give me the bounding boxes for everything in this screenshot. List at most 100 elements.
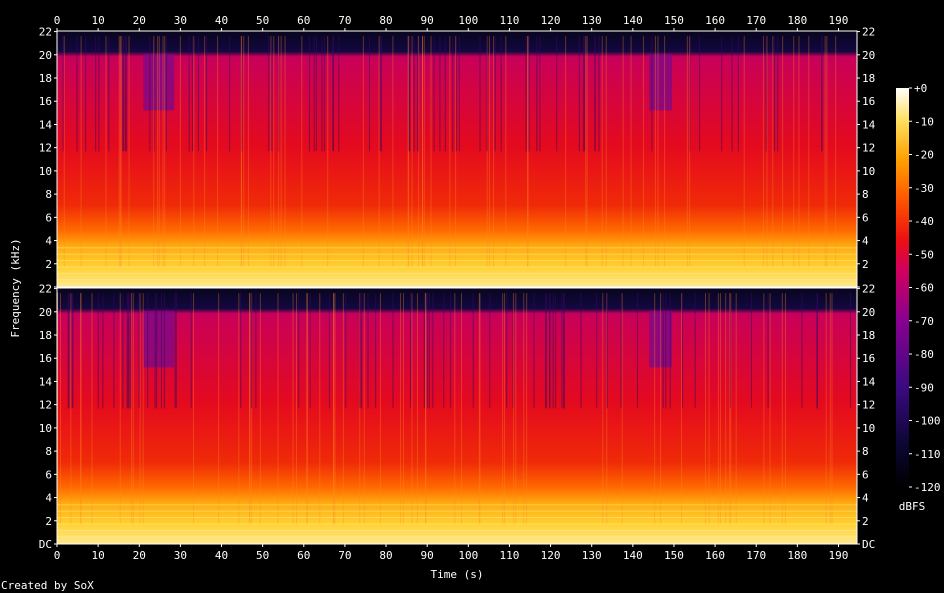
spectral-streak bbox=[602, 293, 604, 524]
spectral-streak bbox=[70, 293, 72, 524]
spectral-streak bbox=[539, 36, 541, 152]
spectral-streak bbox=[131, 293, 133, 524]
spectral-streak bbox=[621, 293, 623, 524]
spectral-streak bbox=[323, 36, 325, 152]
colorbar-tick-label: -30 bbox=[914, 182, 934, 195]
spectral-streak bbox=[175, 293, 177, 409]
x-tick-label: 60 bbox=[297, 14, 310, 27]
colorbar-tick-label: -120 bbox=[914, 481, 941, 494]
spectral-streak bbox=[545, 293, 547, 409]
spectrogram-band bbox=[57, 288, 857, 544]
colorbar-tick-label: -100 bbox=[914, 415, 941, 428]
spectral-streak bbox=[122, 36, 124, 152]
spectral-streak bbox=[71, 293, 73, 409]
x-tick-label: 120 bbox=[541, 14, 561, 27]
x-tick-label: 0 bbox=[54, 14, 61, 27]
spectral-streak bbox=[825, 293, 827, 524]
x-tick-label: 180 bbox=[787, 549, 807, 562]
spectral-streak bbox=[664, 36, 666, 267]
x-tick-label: 100 bbox=[458, 549, 478, 562]
spectral-streak bbox=[158, 36, 160, 267]
spectral-streak bbox=[523, 293, 525, 524]
x-tick-label: 120 bbox=[541, 549, 561, 562]
spectral-streak bbox=[479, 293, 481, 524]
y-tick-label: 6 bbox=[862, 211, 869, 224]
x-tick-label: 160 bbox=[705, 14, 725, 27]
spectral-streak bbox=[149, 36, 151, 152]
spectral-streak bbox=[582, 36, 584, 152]
spectral-streak bbox=[729, 293, 731, 409]
spectral-streak bbox=[657, 36, 659, 267]
y-tick-label: 10 bbox=[862, 422, 875, 435]
spectral-streak bbox=[190, 293, 192, 409]
spectral-streak bbox=[784, 293, 786, 524]
spectral-streak bbox=[126, 293, 128, 409]
spectral-streak bbox=[122, 293, 124, 409]
spectral-streak bbox=[472, 293, 474, 409]
colorbar bbox=[896, 88, 909, 487]
spectral-streak bbox=[737, 36, 739, 152]
spectral-streak bbox=[835, 36, 837, 267]
harmonic-line bbox=[57, 536, 857, 538]
channel-panel bbox=[56, 30, 858, 288]
spectral-streak bbox=[750, 293, 752, 409]
spectral-streak bbox=[808, 36, 810, 267]
spectral-streak bbox=[345, 293, 347, 409]
spectral-streak bbox=[315, 36, 317, 152]
spectral-streak bbox=[247, 36, 249, 267]
spectral-streak bbox=[342, 293, 344, 524]
spectral-streak bbox=[218, 293, 220, 524]
spectral-streak bbox=[662, 293, 664, 409]
spectral-streak bbox=[762, 36, 764, 267]
spectral-streak bbox=[561, 293, 563, 409]
spectral-streak bbox=[563, 293, 565, 409]
spectral-streak bbox=[411, 293, 413, 524]
spectral-streak bbox=[119, 36, 121, 267]
y-tick-label: 6 bbox=[862, 468, 869, 481]
x-tick-label: 10 bbox=[92, 549, 105, 562]
spectral-streak bbox=[179, 36, 181, 267]
spectral-streak bbox=[217, 36, 219, 267]
quiet-segment bbox=[649, 54, 672, 111]
y-tick-label: 12 bbox=[39, 142, 52, 155]
spectral-streak bbox=[408, 36, 410, 267]
spectral-streak bbox=[156, 293, 158, 409]
y-tick-label: 22 bbox=[39, 26, 52, 39]
x-tick-label: 90 bbox=[421, 14, 434, 27]
harmonic-line bbox=[57, 247, 857, 249]
x-tick-label: 70 bbox=[338, 549, 351, 562]
spectral-streak bbox=[270, 36, 272, 267]
spectral-streak bbox=[97, 293, 99, 409]
spectral-streak bbox=[284, 36, 286, 267]
spectral-streak bbox=[565, 36, 567, 267]
spectral-streak bbox=[113, 293, 115, 409]
spectral-streak bbox=[319, 293, 321, 524]
spectral-streak bbox=[164, 36, 166, 267]
x-axis-label: Time (s) bbox=[431, 568, 484, 581]
spectral-streak bbox=[301, 36, 303, 267]
colorbar-tick-label: -80 bbox=[914, 348, 934, 361]
spectral-streak bbox=[743, 36, 745, 267]
spectral-streak bbox=[59, 293, 61, 524]
spectral-streak bbox=[153, 36, 155, 152]
spectral-streak bbox=[313, 36, 315, 152]
x-tick-label: 60 bbox=[297, 549, 310, 562]
y-tick-label: 10 bbox=[39, 422, 52, 435]
y-tick-label: 12 bbox=[862, 399, 875, 412]
colorbar-tick-label: -70 bbox=[914, 315, 934, 328]
x-tick-label: 190 bbox=[829, 14, 849, 27]
spectral-streak bbox=[421, 36, 423, 267]
colorbar-tick-label: -40 bbox=[914, 215, 934, 228]
spectral-streak bbox=[80, 293, 82, 524]
colorbar-tick-label: -60 bbox=[914, 282, 934, 295]
x-tick-label: 150 bbox=[664, 549, 684, 562]
y-tick-label: 16 bbox=[862, 95, 875, 108]
spectral-streak bbox=[193, 36, 195, 267]
spectral-streak bbox=[766, 36, 768, 267]
y-tick-label: 22 bbox=[862, 26, 875, 39]
spectral-streak bbox=[432, 293, 434, 409]
spectral-streak bbox=[533, 293, 535, 409]
spectral-streak bbox=[163, 293, 165, 409]
spectral-streak bbox=[102, 293, 104, 409]
spectral-streak bbox=[165, 36, 167, 152]
